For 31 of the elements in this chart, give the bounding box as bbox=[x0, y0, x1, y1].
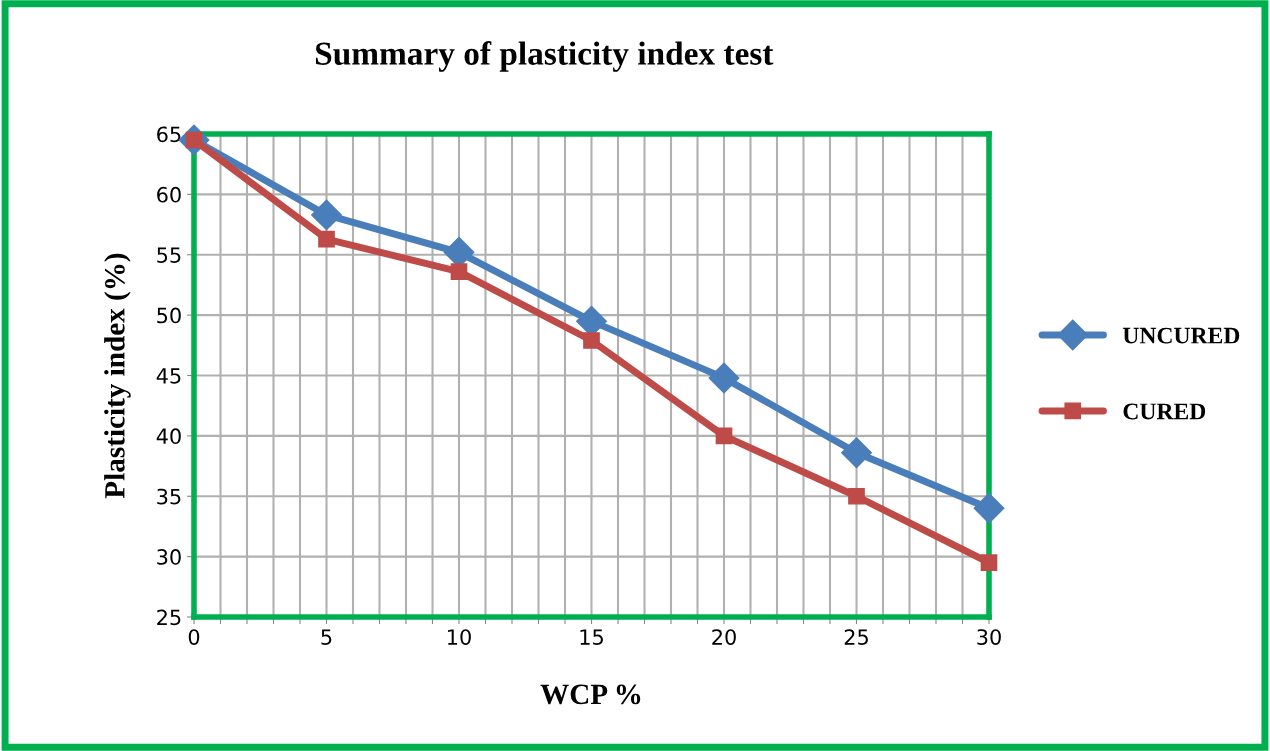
y-tick-label: 35 bbox=[157, 488, 181, 505]
y-tick-label: 25 bbox=[157, 609, 181, 626]
point bbox=[583, 332, 600, 349]
x-tick-label: 5 bbox=[321, 629, 332, 645]
point bbox=[841, 437, 872, 469]
y-tick-label: 30 bbox=[157, 549, 181, 565]
x-tick-label: 15 bbox=[580, 629, 603, 645]
point bbox=[311, 199, 342, 231]
y-tick-label: 65 bbox=[157, 126, 181, 143]
point bbox=[318, 230, 335, 248]
y-tick-label: 45 bbox=[156, 368, 181, 384]
point bbox=[450, 263, 468, 280]
y-tick-label: 55 bbox=[157, 247, 181, 263]
x-tick-label: 10 bbox=[448, 629, 471, 645]
y-axis-title: Plasticity index (%) bbox=[104, 253, 131, 499]
legend-label: CURED bbox=[1123, 403, 1206, 420]
x-tick-label: 30 bbox=[977, 629, 1001, 645]
x-tick-label: 0 bbox=[188, 629, 200, 645]
point bbox=[980, 554, 998, 571]
point bbox=[708, 362, 740, 394]
y-tick-label: 60 bbox=[157, 186, 181, 203]
y-tick-label: 40 bbox=[156, 428, 181, 445]
point bbox=[973, 492, 1005, 524]
x-tick-label: 25 bbox=[844, 629, 868, 645]
x-tick-label: 20 bbox=[712, 629, 736, 645]
chart-title: Summary of plasticity index test bbox=[315, 41, 774, 72]
legend-label: UNCURED bbox=[1122, 327, 1240, 344]
y-tick-label: 50 bbox=[157, 307, 181, 324]
point bbox=[848, 487, 865, 505]
point bbox=[715, 427, 733, 445]
x-axis-title: WCP % bbox=[540, 684, 641, 705]
